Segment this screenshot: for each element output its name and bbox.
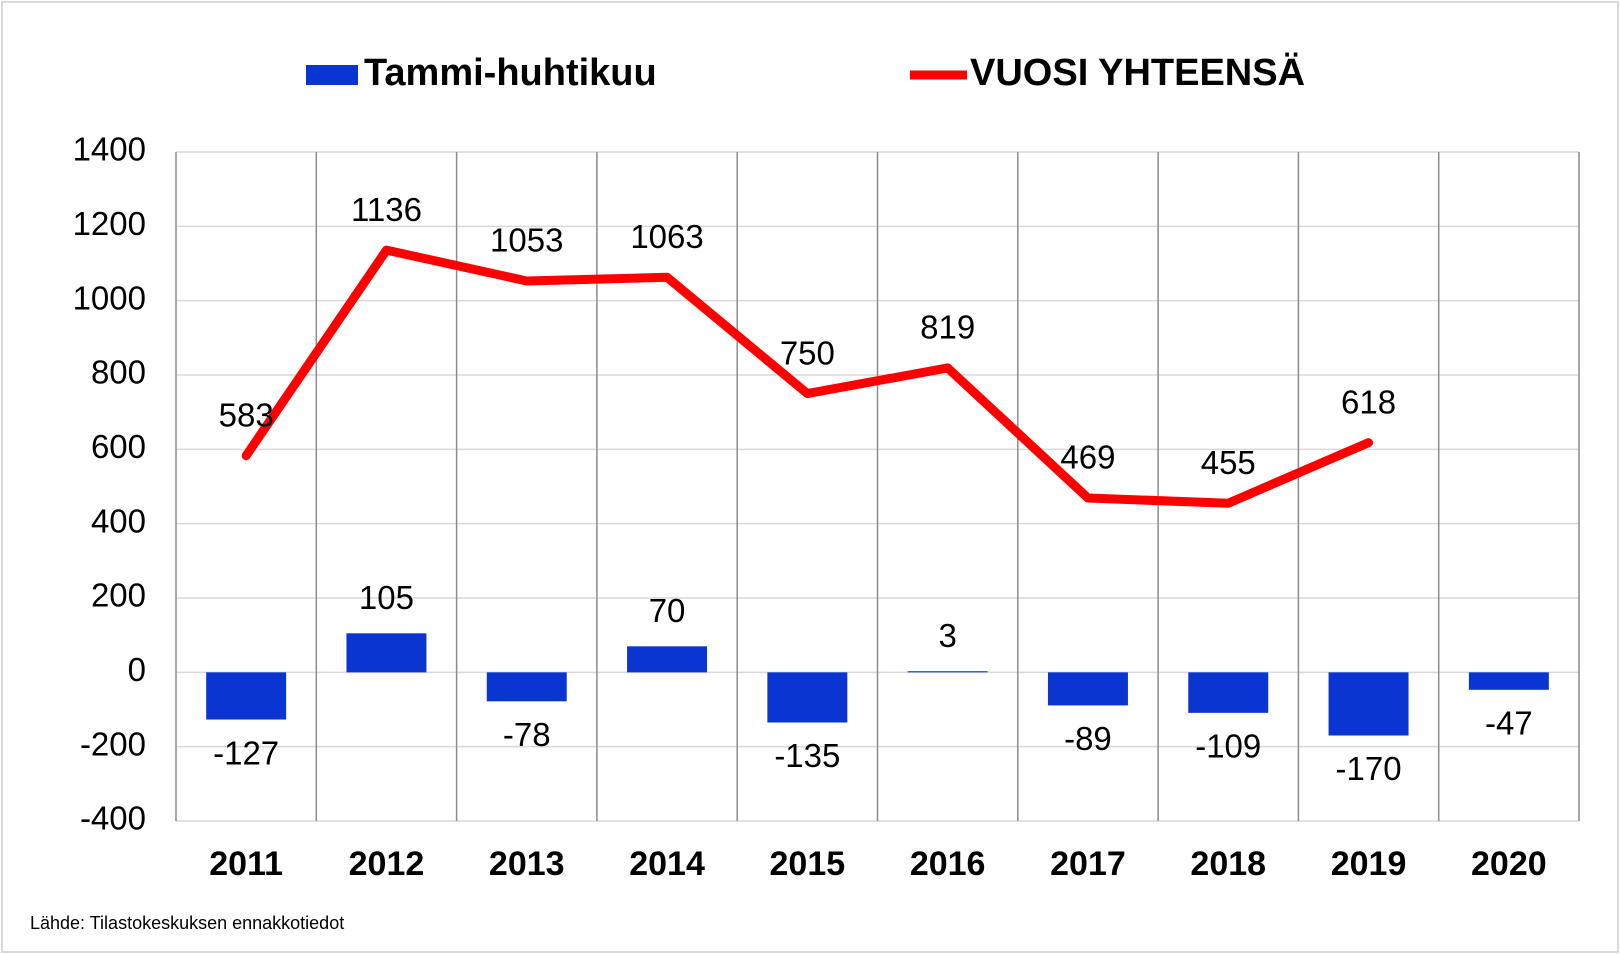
- y-tick-label: 800: [91, 354, 146, 391]
- bar: [1188, 672, 1269, 713]
- line-value-label: 750: [780, 334, 835, 371]
- bar-value-label: 3: [938, 617, 956, 654]
- legend-label: VUOSI YHTEENSÄ: [970, 51, 1305, 94]
- y-tick-label: 1400: [73, 131, 146, 168]
- bar-value-label: -89: [1064, 720, 1112, 757]
- x-tick-label: 2013: [489, 845, 565, 883]
- y-tick-label: 200: [91, 577, 146, 614]
- bar-value-label: -47: [1485, 705, 1533, 742]
- bar-value-label: 70: [649, 592, 686, 629]
- line-value-label: 618: [1341, 383, 1396, 420]
- bar: [767, 672, 848, 723]
- y-tick-label: -400: [80, 800, 146, 837]
- line-value-label: 583: [219, 396, 274, 433]
- line-value-label: 1053: [490, 222, 563, 259]
- x-tick-label: 2020: [1471, 845, 1547, 883]
- legend-label: Tammi-huhtikuu: [364, 52, 657, 94]
- line-value-label: 819: [920, 309, 975, 346]
- bar-value-label: -109: [1195, 728, 1261, 765]
- bar: [1328, 672, 1409, 736]
- bar: [1047, 672, 1128, 706]
- bar: [1468, 672, 1549, 690]
- bar-value-label: -135: [774, 737, 840, 774]
- y-tick-label: 1000: [73, 279, 146, 316]
- y-tick-label: -200: [80, 725, 146, 762]
- bar: [486, 672, 567, 702]
- x-tick-label: 2012: [349, 845, 425, 883]
- y-tick-label: 600: [91, 428, 146, 465]
- bar-value-label: -170: [1336, 750, 1402, 787]
- bar: [907, 671, 988, 673]
- legend-swatch: [306, 65, 358, 85]
- x-tick-label: 2011: [209, 845, 283, 883]
- source-note: Lähde: Tilastokeskuksen ennakkotiedot: [30, 913, 344, 933]
- bar-value-label: -127: [213, 734, 279, 771]
- x-tick-label: 2016: [910, 845, 986, 883]
- line-series: [241, 245, 1374, 508]
- line-value-label: 1136: [351, 191, 422, 228]
- y-tick-label: 1200: [73, 205, 146, 242]
- x-tick-label: 2017: [1050, 845, 1126, 883]
- x-tick-label: 2018: [1190, 845, 1266, 883]
- bar: [206, 672, 287, 720]
- x-tick-label: 2019: [1331, 845, 1407, 883]
- line-value-label: 469: [1060, 439, 1115, 476]
- y-tick-label: 400: [91, 502, 146, 539]
- bar-value-label: -78: [503, 716, 551, 753]
- bar: [627, 646, 708, 673]
- y-tick-label: 0: [128, 651, 146, 688]
- bar: [346, 633, 427, 673]
- bar-value-label: 105: [359, 579, 414, 616]
- x-tick-label: 2015: [770, 845, 846, 883]
- x-tick-label: 2014: [629, 845, 705, 883]
- line-value-label: 1063: [630, 218, 703, 255]
- line-value-label: 455: [1201, 444, 1256, 481]
